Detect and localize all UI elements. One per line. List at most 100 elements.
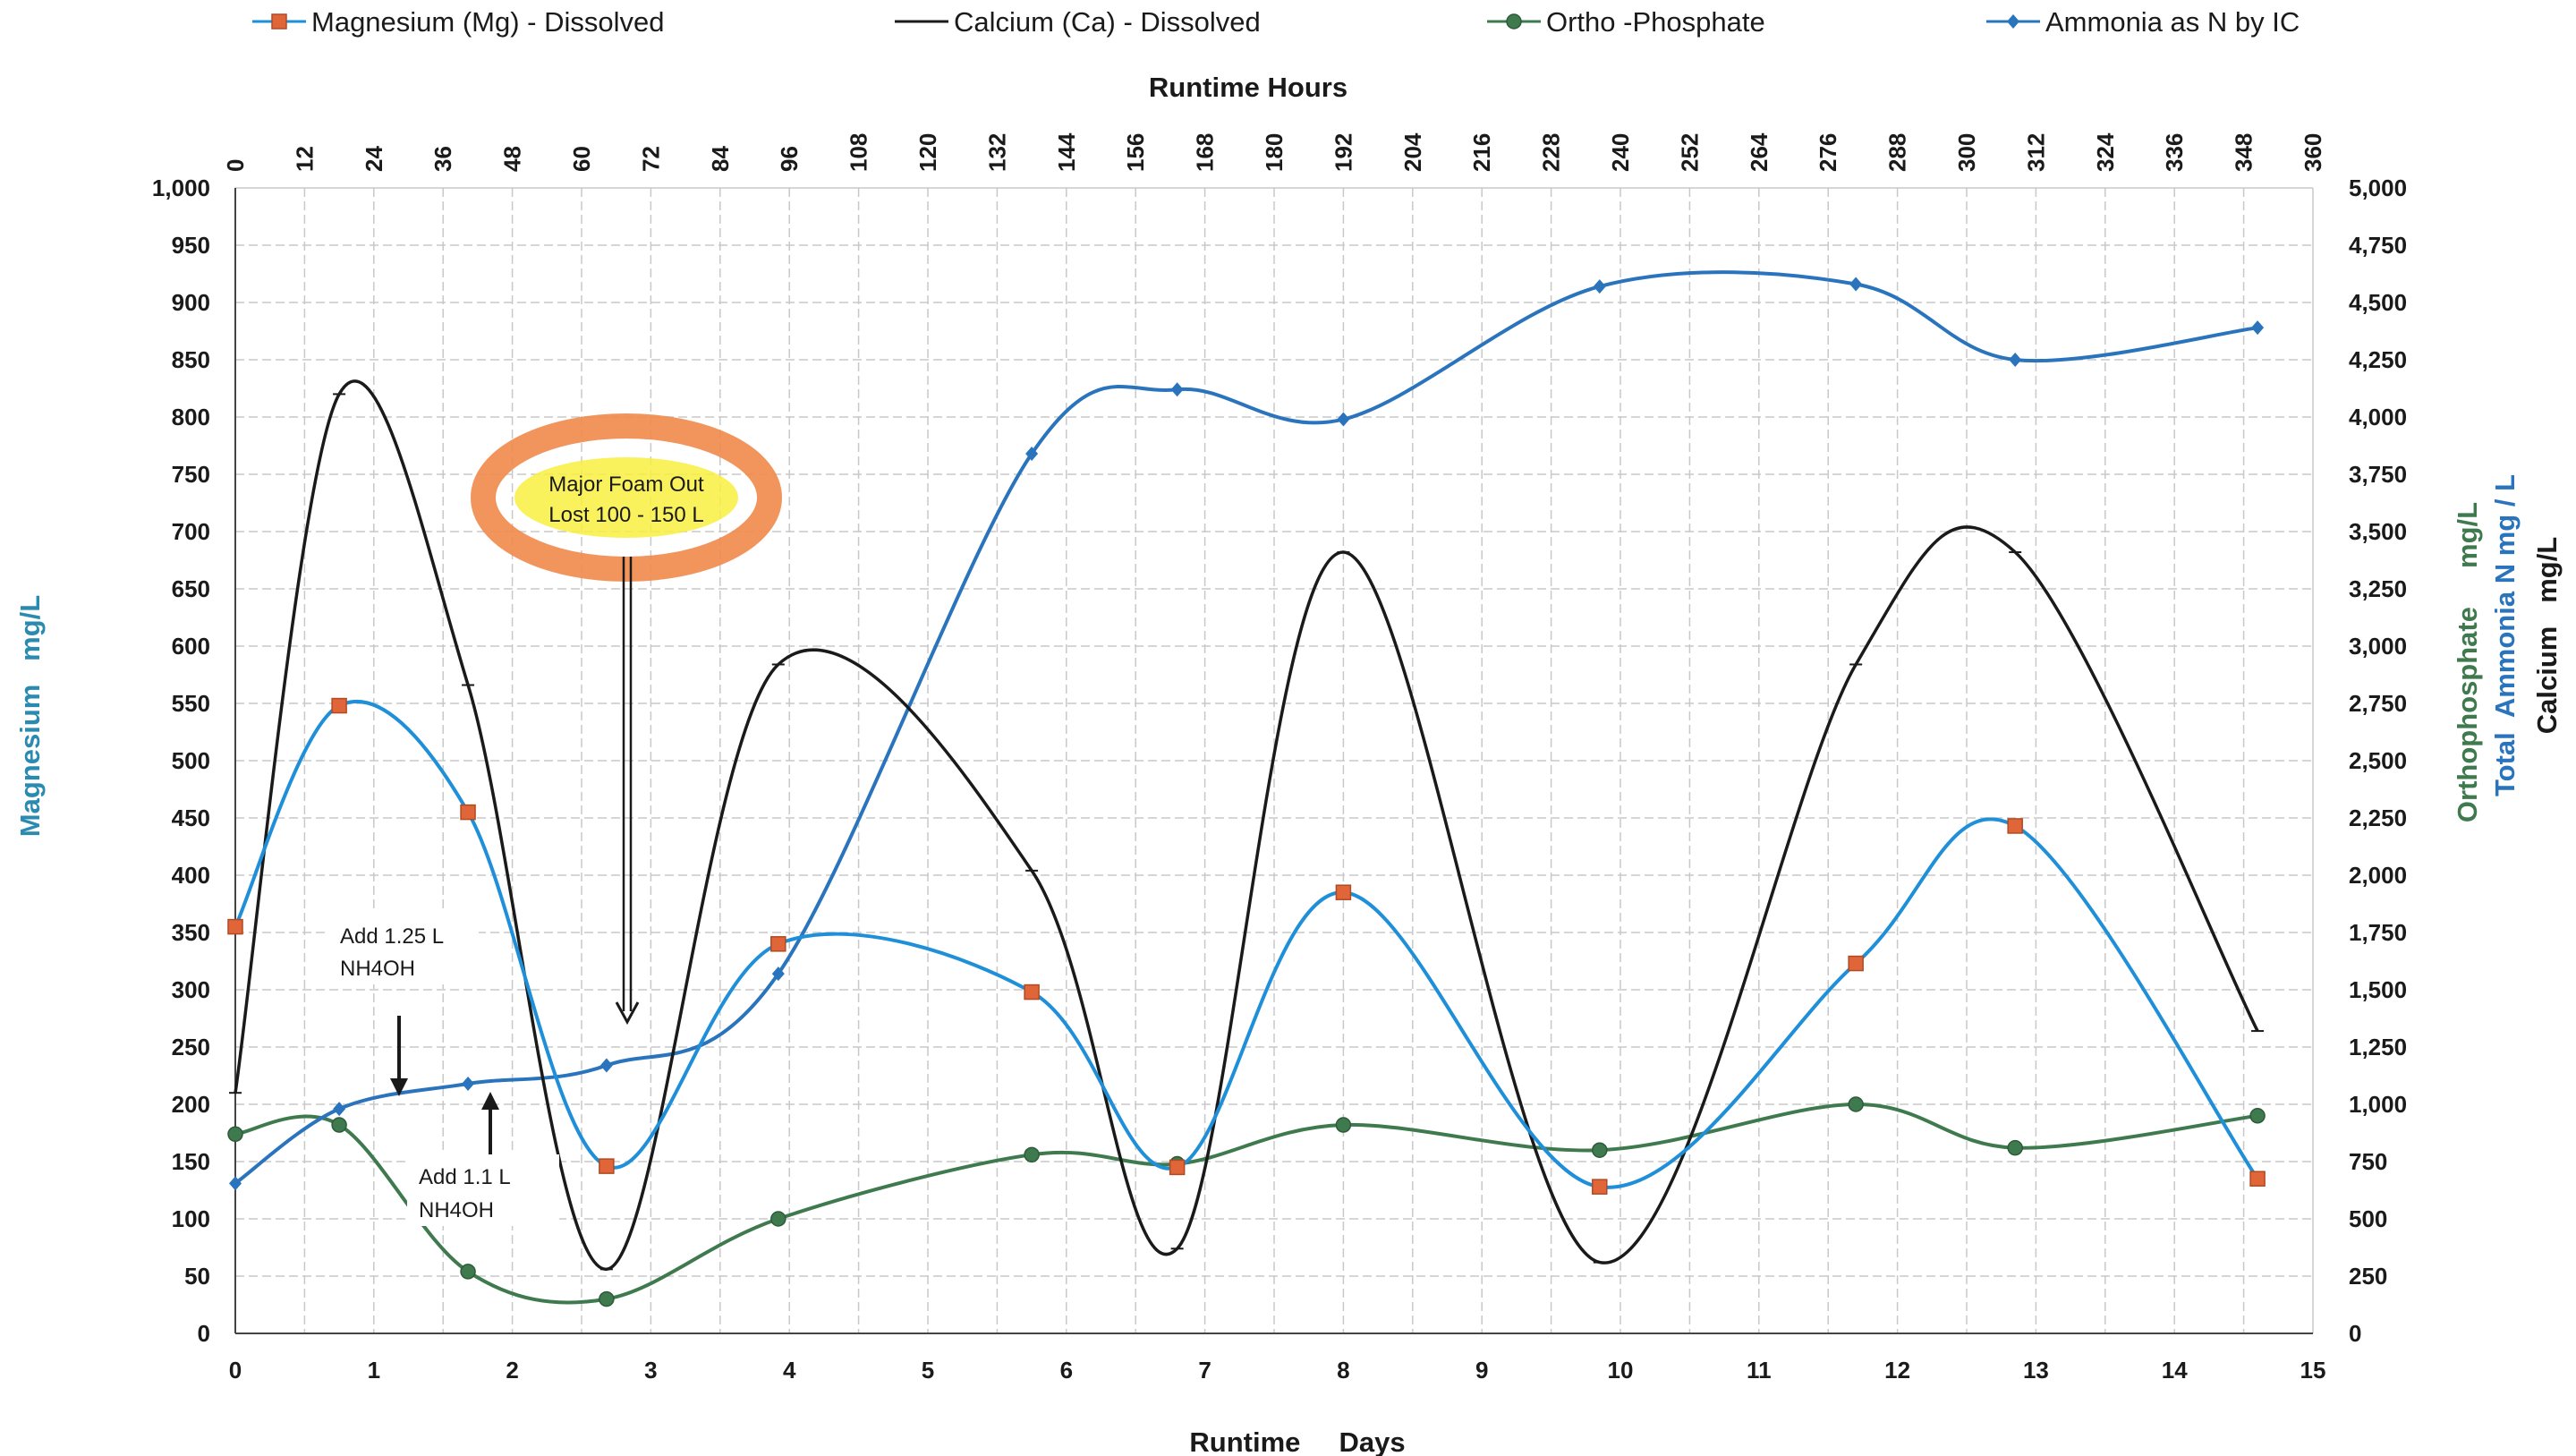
x-tick-label: 10 <box>1608 1357 1634 1384</box>
foam-highlight-ring <box>471 413 782 582</box>
x-top-tick-label: 156 <box>1122 133 1149 172</box>
x-top-tick-label: 348 <box>2231 133 2257 172</box>
x-top-tick-label: 120 <box>914 133 941 172</box>
x-top-tick-label: 336 <box>2161 133 2188 172</box>
data-point-ammonia <box>2009 353 2022 367</box>
x-tick-label: 13 <box>2023 1357 2049 1384</box>
x-top-tick-label: 108 <box>846 133 872 172</box>
y-right-tick-label: 500 <box>2349 1205 2387 1232</box>
y-right-axis-title-ammonia: Total Ammonia N mg / L <box>2489 474 2521 796</box>
y-left-axis-title: Magnesium mg/L <box>14 595 46 837</box>
y-right-tick-label: 1,000 <box>2349 1091 2407 1118</box>
y-right-tick-label: 1,500 <box>2349 976 2407 1003</box>
x-top-tick-label: 216 <box>1468 133 1495 172</box>
y-left-tick-label: 850 <box>172 346 210 373</box>
y-left-tick-label: 200 <box>172 1091 210 1118</box>
y-right-axis-title-orthophosphate: Orthophosphate mg/L <box>2452 502 2483 822</box>
data-point-magnesium <box>460 804 476 821</box>
y-left-tick-label: 350 <box>172 919 210 946</box>
legend-marker <box>2007 14 2019 29</box>
y-left-tick-label: 50 <box>184 1263 210 1290</box>
data-point-magnesium <box>227 918 243 935</box>
x-tick-label: 4 <box>783 1357 796 1384</box>
data-point-magnesium <box>770 936 786 952</box>
y-right-axis-title-calcium: Calcium mg/L <box>2531 537 2563 734</box>
y-left-tick-label: 600 <box>172 633 210 660</box>
x-top-tick-label: 300 <box>1953 133 1980 172</box>
x-top-tick-label: 48 <box>499 146 526 172</box>
nh4oh-arrow-2-head <box>481 1092 499 1110</box>
data-point-magnesium <box>1024 983 1040 1000</box>
x-top-tick-label: 360 <box>2300 133 2326 172</box>
x-tick-label: 0 <box>229 1357 242 1384</box>
y-right-tick-label: 250 <box>2349 1263 2387 1290</box>
data-point-ammonia <box>599 1058 613 1073</box>
data-point-ammonia <box>462 1076 475 1091</box>
series-magnesium <box>227 697 2266 1195</box>
y-right-tick-label: 3,250 <box>2349 575 2407 602</box>
x-tick-label: 15 <box>2300 1357 2326 1384</box>
legend: Magnesium (Mg) - Dissolved Calcium (Ca) -… <box>252 6 2300 38</box>
x-top-tick-label: 12 <box>291 146 318 172</box>
x-top-tick-label: 276 <box>1815 133 1841 172</box>
series-line-ammonia <box>234 270 2258 1185</box>
y-right-tick-label: 4,500 <box>2349 289 2407 316</box>
foam-note-line2: Lost 100 - 150 L <box>548 503 703 527</box>
x-top-tick-label: 180 <box>1261 133 1288 172</box>
data-point-orthophosphate <box>770 1211 786 1227</box>
data-point-ammonia <box>771 966 785 982</box>
foam-annotation: Major Foam Out Lost 100 - 150 L <box>471 413 782 1026</box>
y-left-tick-label: 650 <box>172 575 210 602</box>
y-right-tick-label: 3,000 <box>2349 633 2407 660</box>
x-tick-label: 12 <box>1884 1357 1910 1384</box>
x-tick-label: 2 <box>506 1357 518 1384</box>
y-left-tick-label: 950 <box>172 232 210 259</box>
y-left-tick-label: 400 <box>172 862 210 889</box>
data-point-ammonia <box>229 1176 242 1191</box>
nh4oh-note-2-box <box>407 1154 559 1226</box>
data-point-orthophosphate <box>2007 1139 2023 1156</box>
y-left-tick-label: 1,000 <box>152 175 210 201</box>
y-left-tick-label: 700 <box>172 518 210 545</box>
x-top-axis-title: Runtime Hours <box>1149 72 1348 103</box>
x-top-tick-label: 324 <box>2092 132 2119 172</box>
y-left-tick-label: 100 <box>172 1205 210 1232</box>
x-top-tick-label: 204 <box>1399 132 1426 172</box>
x-tick-label: 5 <box>922 1357 934 1384</box>
x-top-tick-label: 168 <box>1192 133 1219 172</box>
y-right-tick-label: 0 <box>2349 1320 2361 1347</box>
y-left-axis-ticks: 0 50 100 150 200 250 300 350 400 450 500 550 600 650 7… <box>152 175 210 1347</box>
data-point-magnesium <box>599 1158 615 1174</box>
y-right-tick-label: 1,250 <box>2349 1034 2407 1060</box>
x-top-tick-label: 96 <box>776 146 803 172</box>
x-top-tick-label: 60 <box>568 146 595 172</box>
data-point-orthophosphate <box>1592 1142 1608 1158</box>
y-right-tick-label: 5,000 <box>2349 175 2407 201</box>
data-point-ammonia <box>1170 382 1184 397</box>
y-left-tick-label: 500 <box>172 747 210 774</box>
data-point-magnesium <box>1848 955 1864 972</box>
y-right-tick-label: 1,750 <box>2349 919 2407 946</box>
x-top-tick-label: 144 <box>1053 132 1080 172</box>
x-axis-title: Runtime Days <box>1189 1426 1405 1456</box>
foam-highlight-fill <box>514 457 738 538</box>
x-top-tick-label: 312 <box>2022 133 2049 172</box>
foam-arrow-head <box>615 1001 640 1026</box>
data-point-ammonia <box>2251 320 2265 336</box>
series-layer <box>227 270 2266 1307</box>
x-top-tick-label: 72 <box>637 146 664 172</box>
x-axis-ticks: 0 1 2 3 4 5 6 7 8 9 10 11 12 13 14 15 <box>229 1357 2326 1384</box>
y-left-tick-label: 800 <box>172 404 210 430</box>
nh4oh-annotation-2: Add 1.1 L NH4OH <box>407 1092 559 1226</box>
x-top-tick-label: 252 <box>1676 133 1703 172</box>
y-right-tick-label: 3,750 <box>2349 461 2407 488</box>
y-right-tick-label: 4,250 <box>2349 346 2407 373</box>
y-right-tick-label: 750 <box>2349 1148 2387 1175</box>
data-point-magnesium <box>331 697 347 714</box>
legend-label: Calcium (Ca) - Dissolved <box>954 6 1261 38</box>
x-tick-label: 9 <box>1475 1357 1488 1384</box>
x-top-tick-label: 132 <box>983 133 1010 172</box>
legend-marker <box>271 13 287 30</box>
legend-marker <box>1506 13 1522 30</box>
